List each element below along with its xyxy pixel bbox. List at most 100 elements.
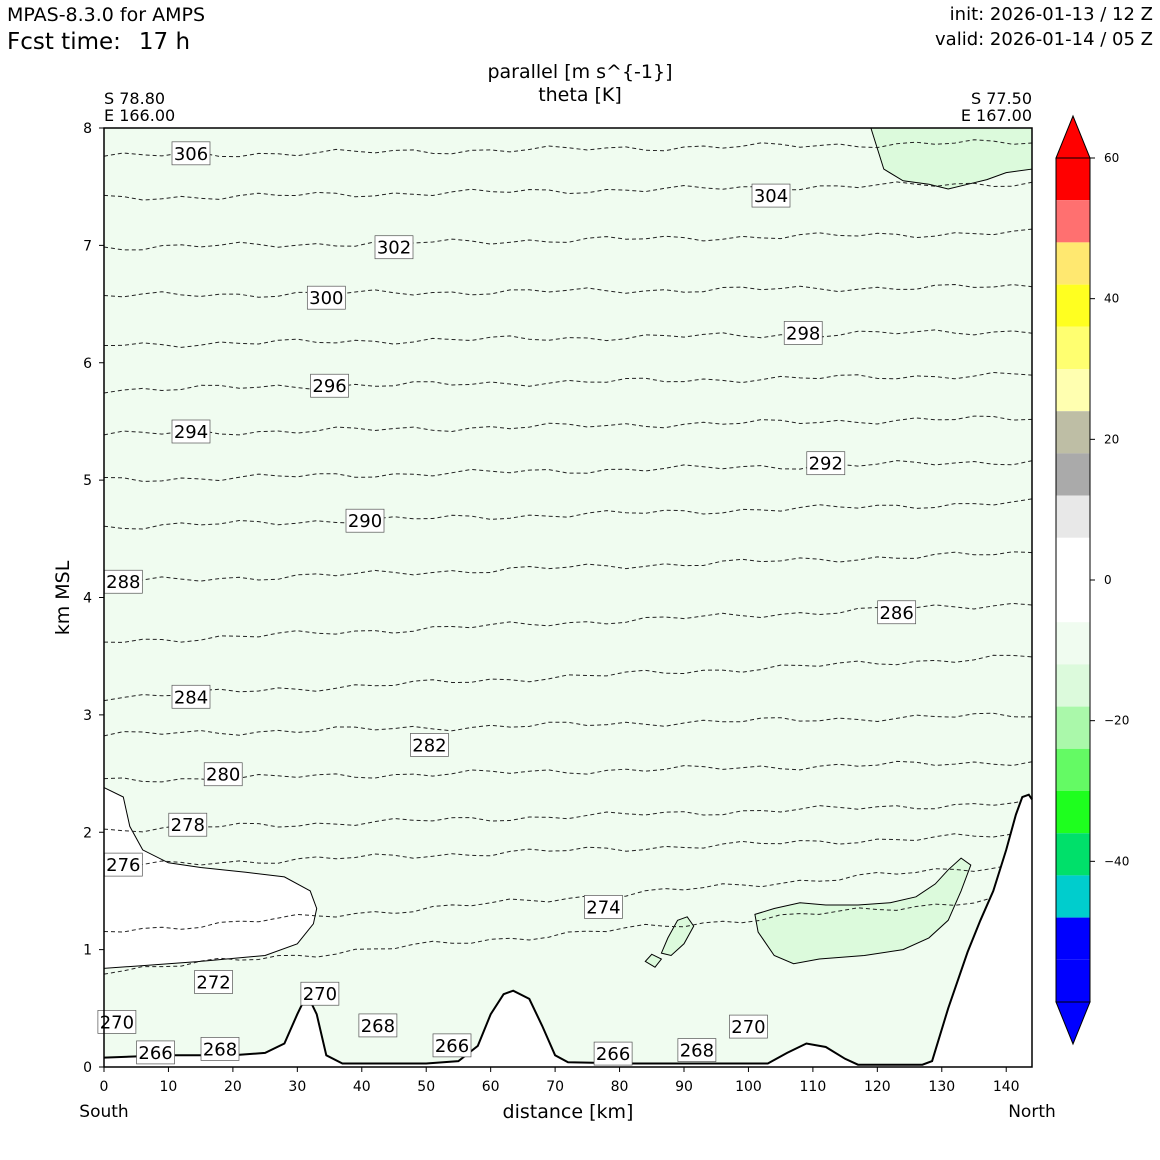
- contour-label-box: [310, 373, 349, 398]
- contour-label-text: 300: [309, 288, 343, 309]
- axes: 0 10 20 30 40 50 60 70 80 90 100 110 120 130 140 0 1 2 3 4 5…: [83, 121, 1033, 1095]
- contour-label-268: 268: [677, 1038, 717, 1062]
- y-tick-label: 0: [83, 1060, 92, 1076]
- theta-contour-274: [103, 863, 1033, 933]
- colorbar-bin--12: [1056, 664, 1090, 707]
- contour-label-text: 306: [174, 144, 208, 165]
- contour-label-276: 276: [103, 852, 143, 877]
- x-tick-label: 30: [288, 1079, 306, 1095]
- colorbar-bin-18: [1056, 453, 1090, 496]
- contour-label-268: 268: [200, 1037, 240, 1061]
- theta-contour-286: [103, 602, 1033, 643]
- contour-label-text: 274: [586, 897, 620, 918]
- y-tick-label: 3: [83, 708, 92, 724]
- theta-contour-284: [103, 654, 1033, 702]
- x-tick-label: 20: [224, 1079, 242, 1095]
- colorbar-tick-label: 0: [1104, 573, 1112, 587]
- contour-label-text: 268: [680, 1041, 714, 1062]
- x-tick-label: 80: [611, 1079, 629, 1095]
- contour-label-266: 266: [432, 1033, 472, 1058]
- contour-label-box: [194, 970, 233, 994]
- colorbar-bin--6: [1056, 622, 1090, 665]
- contour-label-278: 278: [168, 812, 208, 837]
- colorbar-bin--18: [1056, 706, 1090, 749]
- x-tick-label: 90: [675, 1079, 693, 1095]
- colorbar-bin-60: [1056, 158, 1090, 201]
- contour-label-box: [806, 451, 846, 476]
- contour-label-text: 266: [435, 1036, 469, 1057]
- colorbar-bin-36: [1056, 326, 1090, 369]
- contour-label-text: 268: [203, 1039, 237, 1060]
- contour-label-box: [203, 762, 243, 787]
- chart-subtitle: theta [K]: [538, 84, 622, 106]
- x-tick-label: 10: [160, 1079, 178, 1095]
- contour-label-text: 298: [786, 323, 820, 344]
- contour-label-text: 288: [106, 572, 140, 593]
- theta-contour-296: [103, 371, 1033, 394]
- contour-label-302: 302: [374, 235, 414, 260]
- init-time: init: 2026-01-13 / 12 Z: [949, 4, 1153, 25]
- contour-label-284: 284: [171, 684, 211, 709]
- contour-label-text: 296: [312, 376, 346, 397]
- contour-label-286: 286: [877, 600, 917, 625]
- contour-label-text: 292: [809, 454, 843, 475]
- contour-label-text: 294: [174, 422, 208, 443]
- contour-label-text: 270: [303, 984, 337, 1005]
- contour-label-296: 296: [310, 373, 349, 398]
- colorbar-bin-30: [1056, 369, 1090, 412]
- contour-label-270: 270: [97, 1010, 137, 1034]
- y-tick-label: 4: [83, 591, 92, 607]
- contour-label-text: 304: [754, 186, 788, 207]
- contour-label-304: 304: [751, 183, 791, 208]
- y-tick-label: 8: [83, 121, 92, 137]
- contour-label-box: [171, 419, 211, 444]
- contour-label-290: 290: [345, 508, 385, 533]
- theta-contour-306: [103, 139, 1033, 158]
- contour-label-box: [168, 812, 208, 837]
- theta-contour-304: [103, 181, 1033, 201]
- colorbar-bin--48: [1056, 917, 1090, 960]
- colorbar-bin--42: [1056, 875, 1090, 918]
- x-tick-label: 70: [546, 1079, 564, 1095]
- north-end-label: North: [1008, 1102, 1056, 1122]
- x-tick-label: 110: [800, 1079, 827, 1095]
- contour-label-text: 276: [106, 855, 140, 876]
- wind-pocket-tiny: [644, 953, 663, 968]
- colorbar-bin--24: [1056, 748, 1090, 791]
- contour-label-box: [358, 1013, 398, 1038]
- contour-label-text: 272: [196, 972, 230, 993]
- contour-label-box: [300, 981, 340, 1006]
- contour-label-box: [171, 141, 211, 166]
- contour-label-280: 280: [203, 762, 243, 787]
- contour-label-box: [751, 183, 791, 208]
- y-axis-label: km MSL: [52, 560, 74, 635]
- contour-label-text: 278: [171, 815, 205, 836]
- theta-contour-294: [103, 415, 1033, 436]
- contour-label-282: 282: [410, 733, 449, 757]
- contour-label-text: 284: [174, 687, 208, 708]
- contour-label-266: 266: [593, 1041, 633, 1066]
- colorbar-bin--54: [1056, 959, 1090, 1002]
- contour-label-266: 266: [136, 1040, 175, 1065]
- wind-pocket-lower: [754, 857, 972, 965]
- x-axis-label: distance [km]: [503, 1101, 634, 1123]
- y-tick-label: 2: [83, 825, 92, 841]
- contour-label-298: 298: [783, 321, 823, 345]
- contour-label-box: [136, 1040, 175, 1065]
- x-tick-label: 60: [482, 1079, 500, 1095]
- x-tick-label: 100: [735, 1079, 762, 1095]
- contour-label-text: 282: [412, 735, 446, 756]
- x-tick-label: 120: [864, 1079, 891, 1095]
- theta-contour-280: [103, 760, 1033, 783]
- x-tick-label: 140: [993, 1079, 1020, 1095]
- contour-label-text: 266: [596, 1044, 630, 1065]
- colorbar-under-arrow: [1055, 1001, 1091, 1046]
- y-tick-label: 5: [83, 473, 92, 489]
- colorbar-bin-12: [1056, 495, 1090, 538]
- colorbar-bin-42: [1056, 284, 1090, 327]
- colorbar-bin-24: [1056, 411, 1090, 454]
- contour-label-text: 290: [348, 511, 382, 532]
- y-tick-label: 7: [83, 238, 92, 254]
- theta-contour-292: [103, 460, 1033, 482]
